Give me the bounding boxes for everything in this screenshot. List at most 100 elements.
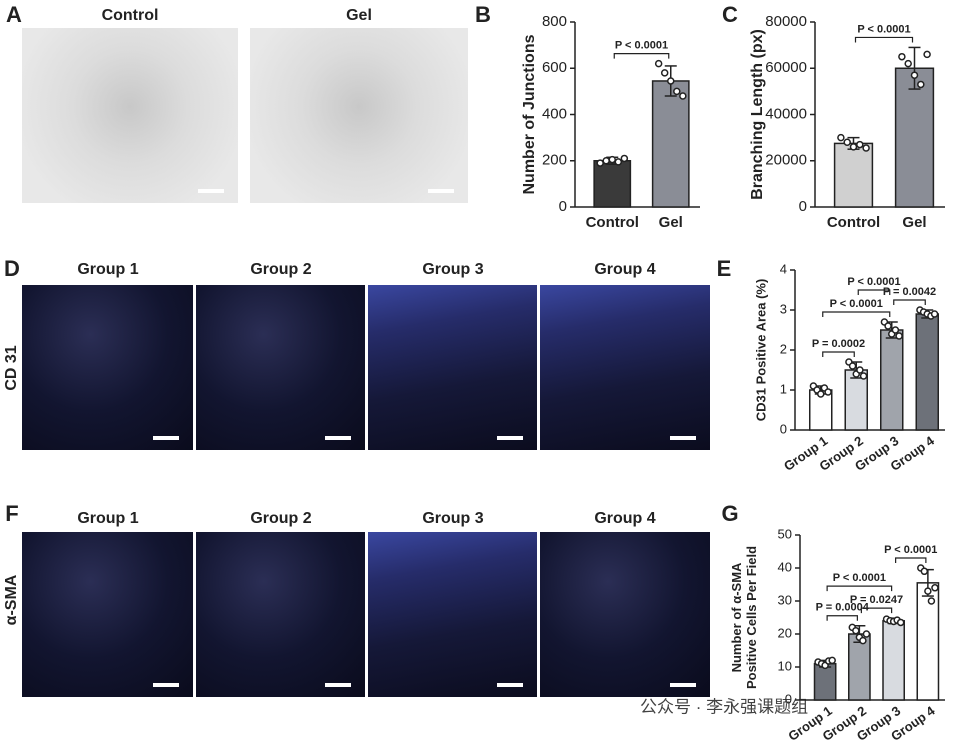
image-title: Gel xyxy=(346,7,372,24)
data-point xyxy=(667,77,675,85)
bar xyxy=(593,160,632,208)
x-tick-label: Gel xyxy=(902,214,926,231)
y-tick-label: 10 xyxy=(778,658,792,673)
p-value: P < 0.0001 xyxy=(830,298,883,310)
data-point xyxy=(895,332,903,340)
data-point xyxy=(859,636,867,645)
data-point xyxy=(608,155,616,164)
significance-bracket xyxy=(857,289,891,295)
scale-bar xyxy=(198,189,224,193)
y-tick-label: 3 xyxy=(780,301,787,316)
micrograph xyxy=(196,532,365,697)
y-tick-label: 60000 xyxy=(765,59,807,76)
data-point xyxy=(620,154,629,163)
significance-bracket xyxy=(822,351,855,357)
y-tick-label: 0 xyxy=(559,198,567,215)
data-point xyxy=(828,656,836,665)
scale-bar xyxy=(153,683,179,687)
data-point xyxy=(837,133,845,142)
data-point xyxy=(673,87,681,96)
p-value: P < 0.0001 xyxy=(615,40,668,52)
bar xyxy=(813,662,837,701)
panel-label: E xyxy=(717,256,732,281)
significance-bracket xyxy=(895,557,927,563)
y-tick-label: 200 xyxy=(542,152,567,169)
p-value: P = 0.0004 xyxy=(816,602,870,614)
data-point xyxy=(654,59,663,68)
micrograph xyxy=(196,285,365,450)
y-tick-label: 0 xyxy=(799,198,807,215)
significance-bracket xyxy=(613,53,670,59)
image-title: Group 2 xyxy=(250,510,311,527)
micrograph xyxy=(250,28,468,203)
image-title: Group 4 xyxy=(594,510,655,527)
data-point xyxy=(679,92,687,100)
y-tick-label: 40000 xyxy=(765,105,807,122)
significance-bracket xyxy=(860,607,893,614)
y-tick-label: 600 xyxy=(542,59,567,76)
panel-label: A xyxy=(6,2,22,27)
panel-label: F xyxy=(5,501,18,526)
significance-bracket xyxy=(826,585,893,592)
p-value: P < 0.0001 xyxy=(884,544,937,556)
image-title: Group 3 xyxy=(422,510,483,527)
y-tick-label: 4 xyxy=(780,261,787,276)
scale-bar xyxy=(670,436,696,440)
data-point xyxy=(891,326,900,334)
y-tick-label: 400 xyxy=(542,105,567,122)
y-tick-label: 80000 xyxy=(765,13,807,30)
data-point xyxy=(596,159,604,167)
y-tick-label: 1 xyxy=(780,381,787,396)
bar xyxy=(879,329,904,431)
p-value: P < 0.0001 xyxy=(833,572,886,584)
y-axis-title: Branching Length (px) xyxy=(749,29,766,200)
scale-bar xyxy=(497,436,523,440)
y-tick-label: 30 xyxy=(778,592,792,607)
panel-label: D xyxy=(4,256,20,281)
data-point xyxy=(859,372,868,380)
y-tick-label: 50 xyxy=(778,526,792,541)
data-point xyxy=(923,50,931,59)
data-point xyxy=(862,630,871,638)
bar xyxy=(882,620,905,701)
y-tick-label: 20000 xyxy=(765,152,807,169)
y-axis-title: Positive Cells Per Field xyxy=(744,546,759,689)
y-tick-label: 800 xyxy=(542,13,567,30)
y-axis-title: CD31 Positive Area (%) xyxy=(753,279,768,422)
data-point xyxy=(856,366,864,374)
micrograph xyxy=(22,532,193,697)
panel-label: B xyxy=(475,2,491,27)
image-title: Group 2 xyxy=(250,261,311,278)
scale-bar xyxy=(325,683,351,687)
y-axis-title: Number of α-SMA xyxy=(729,562,744,672)
data-point xyxy=(862,144,870,152)
y-tick-label: 40 xyxy=(778,559,792,574)
bar xyxy=(915,313,940,431)
data-point xyxy=(896,618,905,627)
x-tick-label: Control xyxy=(586,214,639,231)
data-point xyxy=(848,362,857,370)
data-point xyxy=(856,140,864,149)
y-axis-title: Number of Junctions xyxy=(521,34,538,194)
data-point xyxy=(931,584,939,592)
p-value: P = 0.0247 xyxy=(850,594,903,606)
significance-bracket xyxy=(893,299,926,305)
panel-label: C xyxy=(722,2,738,27)
x-tick-label: Gel xyxy=(659,214,683,231)
bar xyxy=(651,80,690,208)
scale-bar xyxy=(497,683,523,687)
micrograph xyxy=(368,285,537,450)
data-point xyxy=(917,80,925,89)
p-value: P = 0.0042 xyxy=(883,286,936,298)
data-point xyxy=(824,388,832,396)
data-point xyxy=(930,310,939,318)
image-title: Group 1 xyxy=(77,510,138,527)
image-title: Group 1 xyxy=(77,261,138,278)
data-point xyxy=(904,59,912,68)
data-point xyxy=(924,587,932,595)
y-tick-label: 20 xyxy=(778,625,792,640)
scale-bar xyxy=(428,189,454,193)
micrograph xyxy=(368,532,537,697)
